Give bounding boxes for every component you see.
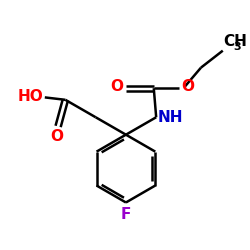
Text: CH: CH [223,34,247,49]
Text: NH: NH [158,110,184,125]
Text: 3: 3 [234,42,241,52]
Text: F: F [121,207,131,222]
Text: HO: HO [18,89,44,104]
Text: O: O [50,129,64,144]
Text: O: O [181,80,194,94]
Text: O: O [110,80,124,94]
